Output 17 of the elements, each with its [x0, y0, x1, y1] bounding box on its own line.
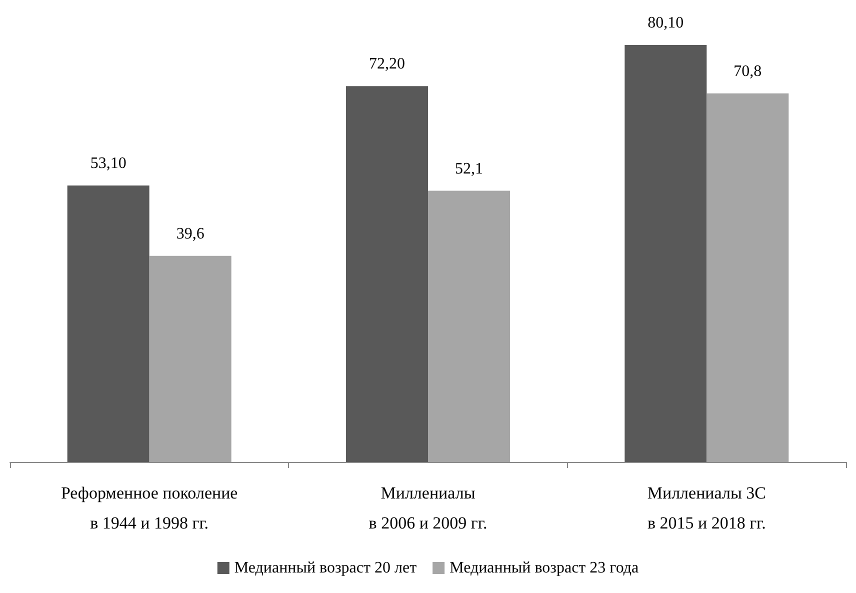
- data-label: 39,6: [176, 225, 204, 242]
- x-tick-label: Миллениалы 3С в 2015 и 2018 гг.: [647, 484, 766, 532]
- bar: [149, 256, 232, 462]
- legend-label: Медианный возраст 23 года: [450, 560, 639, 576]
- legend-label: Медианный возраст 20 лет: [234, 560, 417, 576]
- bar: [624, 45, 707, 462]
- bar: [706, 93, 789, 462]
- data-label: 52,1: [455, 160, 483, 178]
- data-label: 80,10: [648, 14, 684, 32]
- data-label: 72,20: [369, 56, 405, 73]
- bar: [67, 186, 150, 462]
- bar: [428, 190, 510, 462]
- data-label: 53,10: [90, 155, 126, 172]
- data-label: 70,8: [734, 62, 762, 80]
- bar: [346, 86, 428, 462]
- x-tick-label: Миллениалы в 2006 и 2009 гг.: [368, 484, 488, 532]
- x-tick-label: Реформенное поколение в 1944 и 1998 гг.: [60, 484, 238, 532]
